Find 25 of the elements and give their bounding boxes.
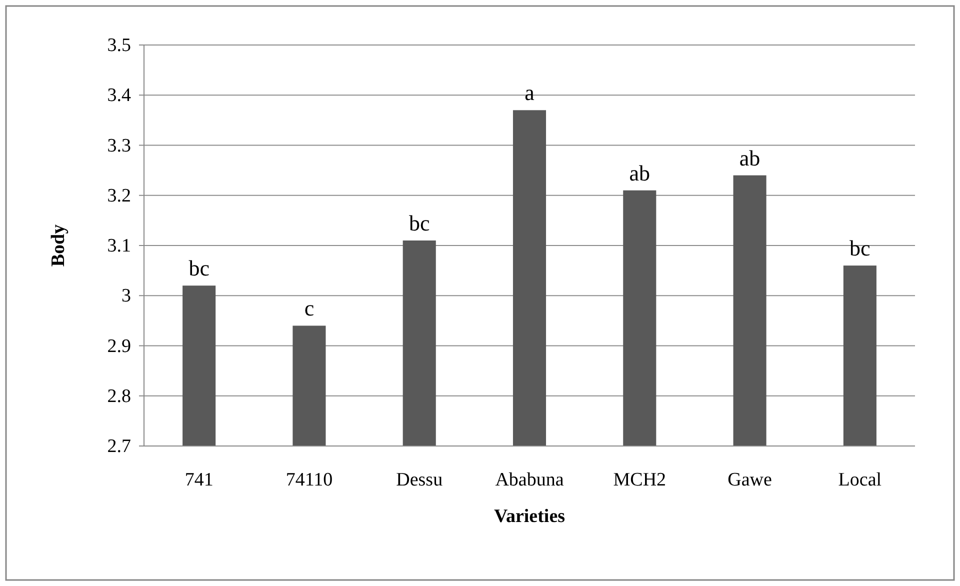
annotation: a — [524, 80, 535, 106]
x-tick-label: MCH2 — [613, 469, 666, 490]
annotation: bc — [188, 256, 210, 281]
y-axis-title: Body — [48, 224, 69, 267]
y-tick-label: 2.7 — [107, 436, 131, 458]
annotation: c — [304, 296, 314, 321]
y-tick-label: 3.1 — [107, 236, 131, 257]
x-tick-label: 741 — [184, 469, 214, 490]
y-tick-label: 2.9 — [107, 336, 131, 357]
x-tick-label: 74110 — [286, 469, 333, 490]
annotation: ab — [739, 145, 760, 170]
y-tick-label: 3.4 — [107, 85, 132, 106]
x-tick-label: Dessu — [396, 469, 444, 490]
annotation: bc — [408, 210, 430, 236]
y-tick-label: 2.8 — [107, 386, 131, 407]
annotation: ab — [629, 160, 650, 186]
y-tick-label: 3.3 — [107, 135, 131, 156]
annotation: bc — [850, 236, 871, 261]
y-tick-label: 3 — [122, 286, 131, 307]
y-tick-label: 3.2 — [107, 185, 131, 206]
x-axis-title: Varieties — [494, 506, 566, 527]
x-tick-label: Ababuna — [495, 469, 564, 490]
y-tick-label: 3.5 — [107, 35, 131, 56]
x-tick-label: Local — [838, 469, 882, 490]
x-tick-label: Gawe — [728, 469, 772, 490]
